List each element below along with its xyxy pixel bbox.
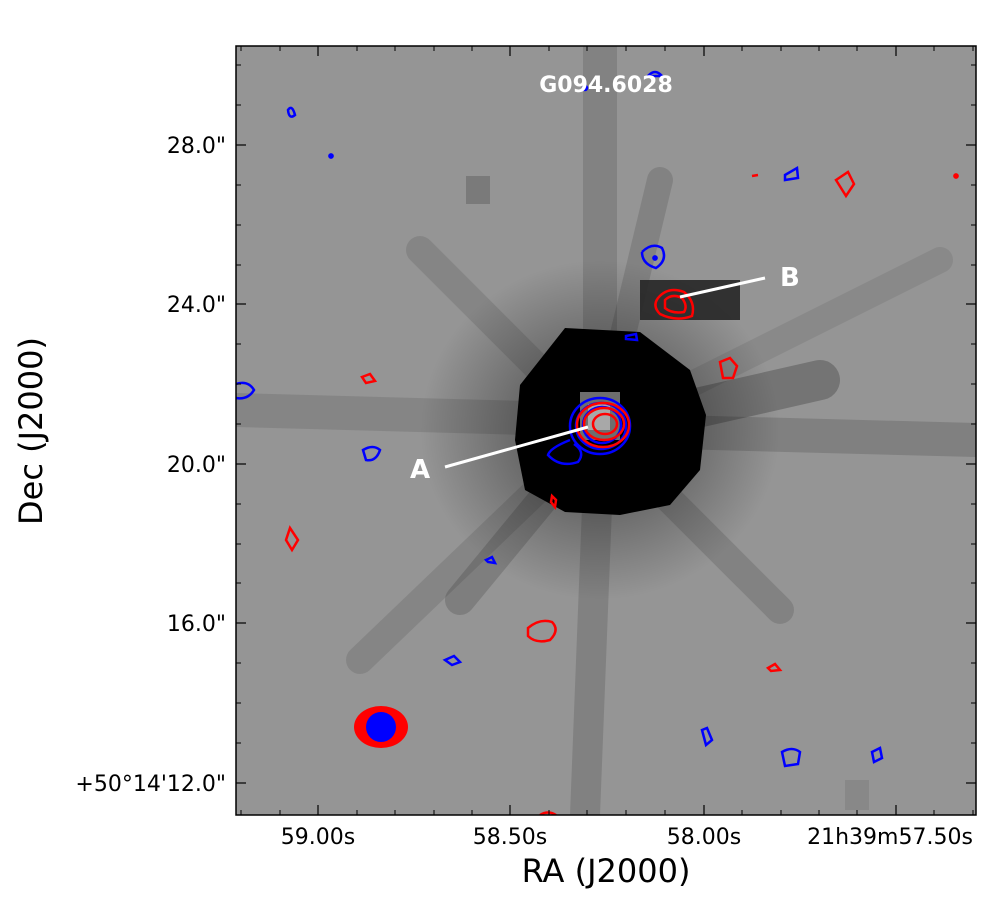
tick-marks bbox=[236, 46, 976, 815]
faint-blob bbox=[466, 176, 490, 204]
image-panel: A B G094.6028 bbox=[236, 46, 976, 815]
source-label-a: A bbox=[410, 455, 430, 485]
y-tick-label: 28.0" bbox=[167, 134, 226, 159]
plot-title: G094.6028 bbox=[539, 73, 673, 98]
pointer-line-b bbox=[679, 276, 766, 299]
y-tick-label: 20.0" bbox=[167, 453, 226, 478]
y-axis-title: Dec (J2000) bbox=[12, 337, 50, 525]
x-tick-label: 59.00s bbox=[281, 825, 355, 850]
faint-blob bbox=[845, 780, 869, 810]
y-tick-label: 16.0" bbox=[167, 612, 226, 637]
beam-blue bbox=[366, 712, 396, 742]
source-label-b: B bbox=[780, 263, 800, 293]
x-tick-label: 21h39m57.50s bbox=[807, 825, 973, 850]
y-tick-label: +50°14'12.0" bbox=[75, 772, 226, 797]
y-tick-label: 24.0" bbox=[167, 293, 226, 318]
pointer-line-a bbox=[444, 425, 589, 469]
x-tick-label: 58.00s bbox=[667, 825, 741, 850]
x-tick-label: 58.50s bbox=[473, 825, 547, 850]
x-axis-title: RA (J2000) bbox=[522, 852, 691, 890]
plot-frame bbox=[235, 45, 977, 816]
red-contours bbox=[284, 170, 959, 815]
